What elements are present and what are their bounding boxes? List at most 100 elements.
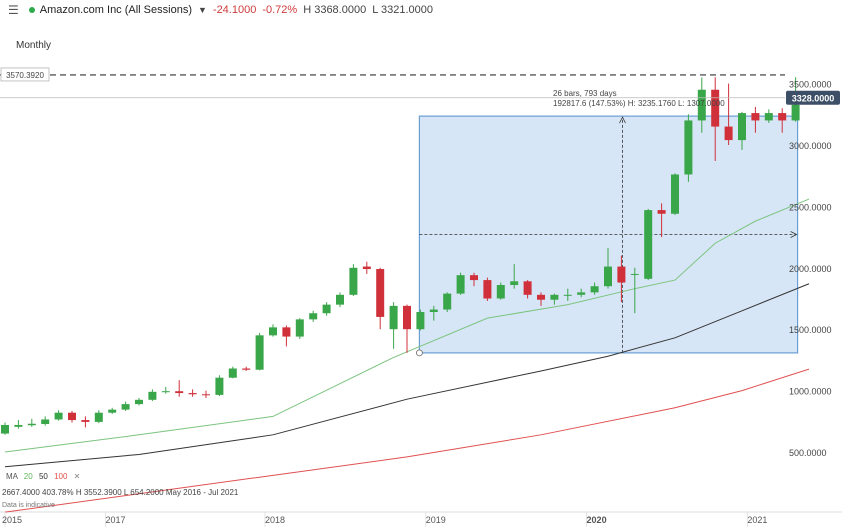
candle-body xyxy=(27,423,36,426)
candle-body xyxy=(403,305,411,330)
instrument-title[interactable]: Amazon.com Inc (All Sessions) xyxy=(39,4,192,16)
candle-body xyxy=(630,273,639,275)
candle-body xyxy=(443,293,452,310)
market-status-dot xyxy=(28,7,35,13)
candle xyxy=(496,282,505,300)
candle-body xyxy=(1,424,9,434)
interval-selector[interactable]: Monthly xyxy=(16,40,52,51)
measure-bars-label: 26 bars, 793 days xyxy=(553,89,617,98)
candle-body xyxy=(764,113,773,121)
y-tick-label: 1500.0000 xyxy=(789,325,832,335)
candle xyxy=(41,416,50,426)
x-tick-label: 2018 xyxy=(265,515,285,525)
candle xyxy=(443,292,452,313)
candle xyxy=(697,77,706,133)
candle-body xyxy=(242,368,251,370)
candle-body xyxy=(778,113,787,121)
candle xyxy=(376,267,385,330)
hamburger-icon[interactable]: ☰ xyxy=(8,3,19,17)
candle-body xyxy=(697,89,706,121)
candle xyxy=(537,292,545,306)
candle xyxy=(429,305,438,321)
x-tick-label: 2015 xyxy=(2,515,22,525)
candle xyxy=(202,390,210,398)
candle xyxy=(54,410,63,421)
candle-body xyxy=(657,210,666,214)
candle xyxy=(1,422,9,435)
candle-body xyxy=(590,286,599,293)
candle-body xyxy=(215,377,224,395)
candle-body xyxy=(671,174,679,214)
candle-body xyxy=(738,113,746,141)
candle-body xyxy=(295,319,304,337)
session-low: L 3321.0000 xyxy=(372,4,433,16)
y-tick-label: 2000.0000 xyxy=(789,264,832,274)
ma-20-toggle[interactable]: 20 xyxy=(23,472,33,481)
candle xyxy=(269,324,277,337)
resistance-label-box xyxy=(0,67,50,82)
candle-body xyxy=(54,412,63,420)
candle-body xyxy=(376,269,385,317)
chevron-down-icon[interactable]: ▼ xyxy=(197,5,207,15)
candle xyxy=(711,77,720,161)
ma-label: MA xyxy=(6,472,18,481)
candle-body xyxy=(644,210,653,279)
ma-100-line xyxy=(4,368,810,513)
measure-arrowhead-up xyxy=(619,116,626,124)
candle-body xyxy=(269,327,277,336)
candle xyxy=(188,389,197,397)
candle xyxy=(228,366,237,379)
candle xyxy=(617,255,626,303)
candle xyxy=(215,375,224,397)
measure-start-handle xyxy=(415,349,423,357)
candle-body xyxy=(68,412,76,421)
ma-20-line xyxy=(4,198,810,453)
candle xyxy=(483,277,492,301)
price-change-percent: -0.72% xyxy=(262,4,298,16)
candle-body xyxy=(711,89,720,127)
y-tick-label: 500.0000 xyxy=(789,448,827,458)
candle xyxy=(671,173,679,215)
candle xyxy=(657,203,666,238)
close-icon[interactable]: ✕ xyxy=(73,472,81,481)
candle xyxy=(389,302,398,349)
candle-body xyxy=(416,312,425,330)
candle xyxy=(738,111,746,150)
candle-body xyxy=(470,275,478,281)
candle xyxy=(148,389,157,402)
candle-body xyxy=(496,284,505,299)
candle xyxy=(456,272,465,295)
candle-body xyxy=(550,294,559,300)
session-high: H 3368.0000 xyxy=(303,4,367,16)
candle-body xyxy=(684,120,693,175)
candle-body xyxy=(429,309,438,313)
candle xyxy=(14,420,23,429)
candle-body xyxy=(362,266,371,270)
candle xyxy=(242,366,251,371)
ma-50-toggle[interactable]: 50 xyxy=(38,472,48,481)
candle-body xyxy=(563,294,572,296)
candle-body xyxy=(161,391,170,393)
candle-body xyxy=(14,424,23,427)
measure-arrowhead-right xyxy=(790,231,798,238)
candle xyxy=(362,261,371,274)
candle-body xyxy=(228,368,237,378)
candle xyxy=(295,318,304,340)
candle xyxy=(175,380,184,397)
candle-body xyxy=(175,391,184,394)
y-tick-label: 3500.0000 xyxy=(789,80,832,90)
candle-body xyxy=(108,409,117,413)
candle xyxy=(778,108,787,133)
instrument-header: ☰ Amazon.com Inc (All Sessions) ▼ -24.10… xyxy=(0,0,842,20)
candle-body xyxy=(135,399,143,405)
candle xyxy=(604,248,612,289)
candle-body xyxy=(94,412,103,422)
candle-body xyxy=(309,313,318,320)
candle xyxy=(403,304,411,353)
candle-body xyxy=(751,113,760,121)
candle-body xyxy=(483,280,492,299)
candle xyxy=(282,325,291,347)
candle xyxy=(94,410,103,424)
ma-100-toggle[interactable]: 100 xyxy=(54,472,68,481)
